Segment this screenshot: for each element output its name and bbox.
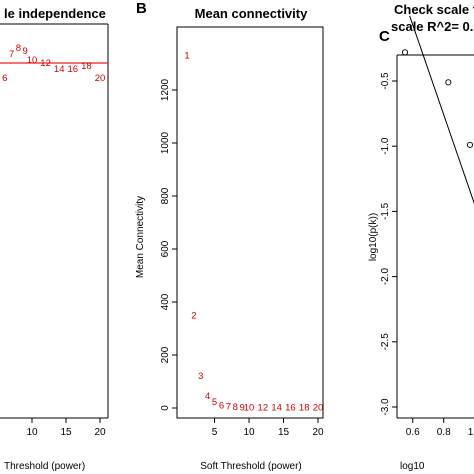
- panel-b-xtick-label: 15: [278, 427, 290, 438]
- panel-b-ytick-label: 0: [160, 405, 171, 411]
- panel-b-point-label: 4: [205, 391, 210, 402]
- panel-b-ytick-label: 600: [160, 240, 171, 257]
- panel-c-xlabel: log10: [400, 461, 425, 472]
- panel-b-point-label: 20: [313, 403, 324, 414]
- panel-c-subtitle: scale R^2= 0.9: [391, 19, 474, 34]
- panel-b-point-label: 6: [219, 400, 224, 411]
- panel-b-point-label: 12: [258, 403, 269, 414]
- panel-c-xtick-label: 0.8: [437, 427, 451, 438]
- panel-b-ylabel: Mean Connectivity: [135, 196, 146, 278]
- panel-c-point: [401, 49, 409, 56]
- panel-a-point-label: 18: [81, 61, 92, 72]
- panel-b-point-label: 7: [226, 402, 231, 413]
- panel-b-point-label: 18: [299, 403, 310, 414]
- panel-c-point: [466, 141, 474, 148]
- panel-b-ytick-label: 200: [160, 346, 171, 363]
- panel-b-ytick-label: 1200: [160, 78, 171, 101]
- panel-b-xtick-label: 5: [212, 427, 218, 438]
- panel-b-point-label: 8: [233, 402, 238, 413]
- panel-letter-b: B: [136, 0, 147, 17]
- panel-a-point-label: 7: [9, 49, 14, 60]
- panel-a-xtick-label: 15: [60, 427, 72, 438]
- panel-b-point-label: 2: [191, 310, 196, 321]
- panel-a-title: le independence: [4, 6, 106, 21]
- panel-a-point-label: 10: [27, 55, 38, 66]
- panel-a-point-label: 16: [68, 64, 79, 75]
- panel-c-xtick-label: 0.6: [406, 427, 420, 438]
- panel-c-ylabel: log10(p(k)): [368, 213, 379, 261]
- panel-c-ytick-label: -0.5: [380, 72, 391, 90]
- panel-c-ytick-label: -3.0: [380, 398, 391, 416]
- panel-c-xtick-label: 1.0: [468, 427, 474, 438]
- panel-b-title: Mean connectivity: [195, 6, 308, 21]
- panel-b-xtick-label: 20: [312, 427, 324, 438]
- panel-a-point-label: 9: [23, 46, 28, 57]
- panel-c-fit-line: [409, 15, 474, 205]
- panel-c-ytick-label: -2.5: [380, 333, 391, 351]
- panel-b-xlabel: Soft Threshold (power): [200, 461, 302, 472]
- panel-b-point-label: 3: [198, 371, 203, 382]
- panel-b-ytick-label: 800: [160, 187, 171, 204]
- panel-c-ytick-label: -1.5: [380, 202, 391, 220]
- panel-c-point: [445, 79, 452, 86]
- panel-a-point-label: 6: [2, 73, 7, 84]
- panel-b-point-label: 5: [212, 397, 217, 408]
- panel-a-point-label: 12: [40, 58, 51, 69]
- panel-a-xlabel: Threshold (power): [4, 461, 85, 472]
- panel-c-ytick-label: -2.0: [380, 268, 391, 286]
- panel-letter-c: C: [379, 28, 390, 45]
- panel-c: 0.6 0.8 1.0 -0.5 -1.0 -1.5 -2.0 -2.5 -3.0: [380, 15, 474, 438]
- panel-b-point-label: 10: [244, 403, 255, 414]
- panel-a-xtick-label: 10: [26, 427, 38, 438]
- panel-a-xtick-label: 20: [94, 427, 106, 438]
- panel-b-point-label: 9: [240, 402, 245, 413]
- panel-c-title: Check scale f: [394, 2, 474, 17]
- panel-b-point-label: 16: [285, 403, 296, 414]
- panel-b-xtick-label: 10: [243, 427, 255, 438]
- panel-b-ytick-label: 400: [160, 293, 171, 310]
- panel-a-point-label: 8: [16, 43, 21, 54]
- panel-a-point-label: 20: [95, 73, 106, 84]
- panel-c-ytick-label: -1.0: [380, 137, 391, 155]
- panel-b-point-label: 1: [184, 51, 189, 62]
- panel-b-frame: [176, 26, 324, 419]
- panel-b-ytick-label: 1000: [160, 131, 171, 154]
- panel-b-point-label: 14: [271, 403, 282, 414]
- panel-a-point-label: 14: [54, 64, 65, 75]
